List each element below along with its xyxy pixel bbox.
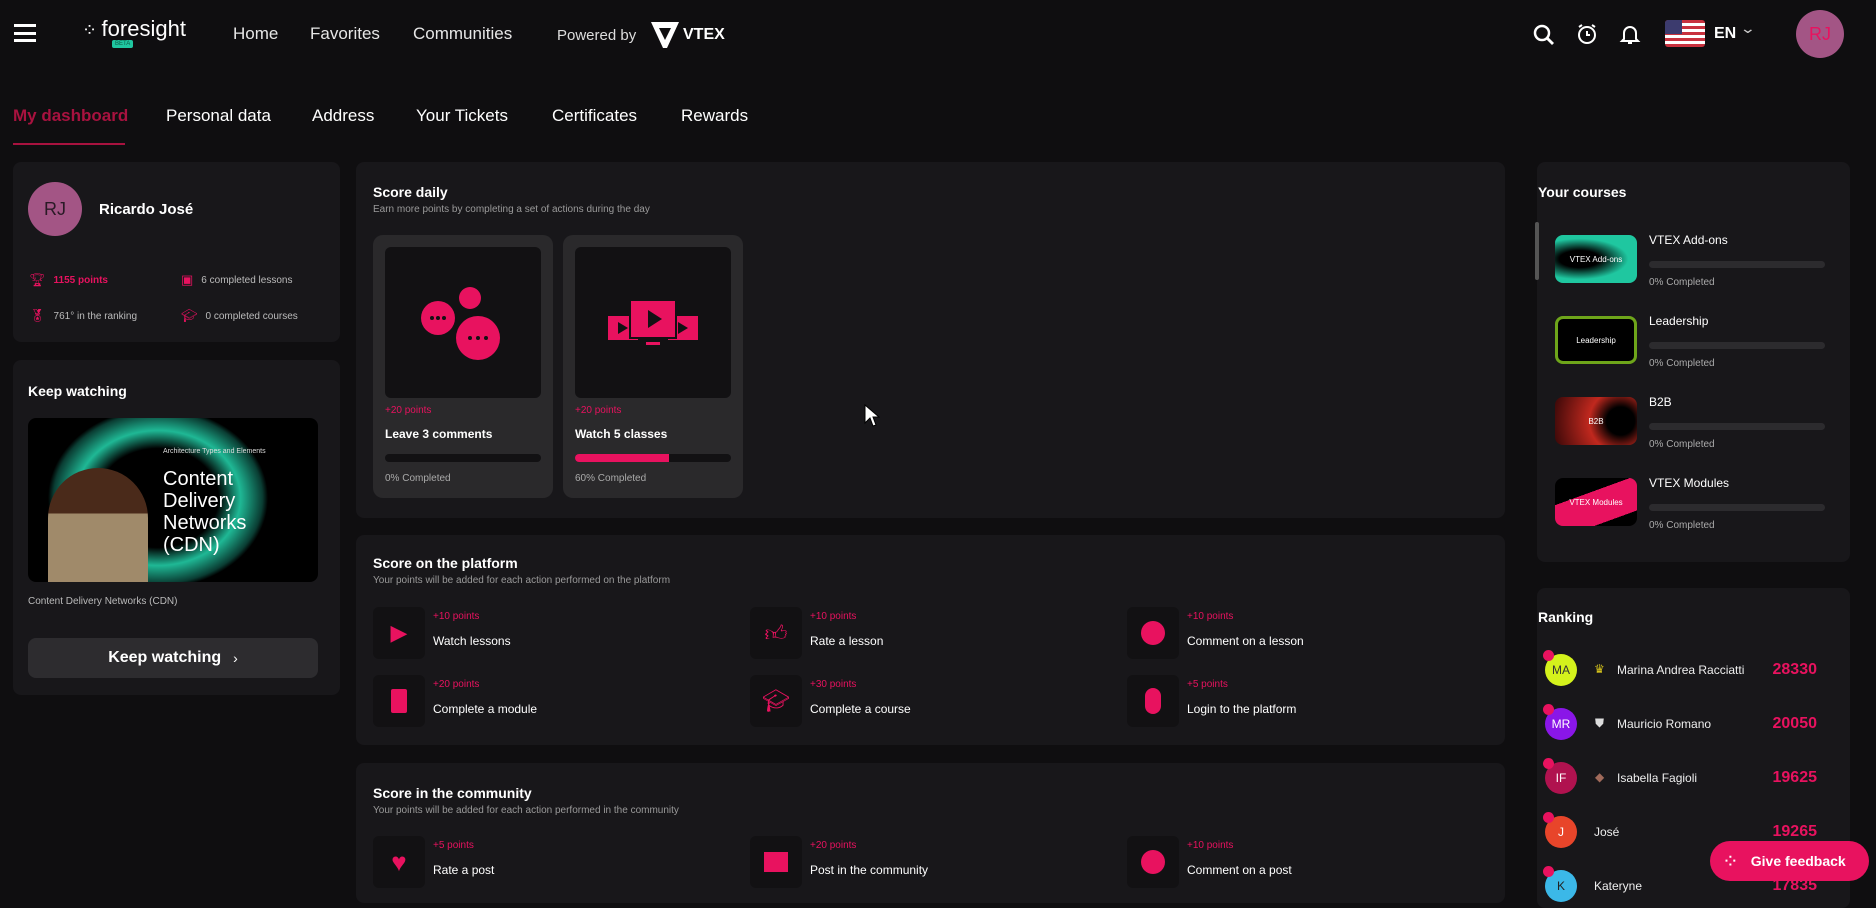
ranking-row: MA ♛ Marina Andrea Racciatti 28330 — [1537, 650, 1847, 690]
diamond-icon: ◆ — [1595, 770, 1605, 784]
profile-name: Ricardo José — [99, 201, 194, 218]
comments-icon — [421, 286, 500, 360]
progress-bar — [1649, 261, 1825, 268]
score-platform-section: Score on the platform Your points will b… — [356, 535, 1505, 745]
give-feedback-button[interactable]: ⁘ Give feedback — [1710, 841, 1869, 881]
presenter-image — [48, 468, 148, 582]
keep-watching-button[interactable]: Keep watching › — [28, 638, 318, 678]
tab-personal-data[interactable]: Personal data — [166, 106, 271, 125]
daily-task-card[interactable]: +20 points Leave 3 comments 0% Completed — [373, 235, 553, 498]
nav-home[interactable]: Home — [233, 24, 279, 43]
alarm-icon[interactable] — [1576, 23, 1598, 45]
heart-icon: ♥ — [373, 836, 425, 888]
progress-bar — [385, 454, 541, 462]
thumbs-up-icon: 👍︎ — [750, 607, 802, 659]
active-tab-underline — [13, 143, 125, 145]
action-post-community: +20 points Post in the community — [750, 836, 1110, 888]
course-item[interactable]: VTEX Modules VTEX Modules 0% Completed — [1537, 476, 1847, 548]
chevron-right-icon: › — [233, 650, 238, 666]
graduate-icon: 🎓︎ — [750, 675, 802, 727]
bell-icon[interactable] — [1619, 23, 1641, 45]
action-rate-post: ♥ +5 points Rate a post — [373, 836, 733, 888]
powered-by: Powered by — [557, 27, 637, 44]
lesson-icon: ▣ — [181, 272, 194, 287]
course-item[interactable]: B2B B2B 0% Completed — [1537, 395, 1847, 467]
chevron-down-icon[interactable]: ⌄ — [1739, 20, 1757, 36]
profile-card: RJ Ricardo José 🏆︎ 1155 points ▣ 6 complet… — [13, 162, 340, 342]
action-complete-module: +20 points Complete a module — [373, 675, 733, 727]
action-rate-lesson: 👍︎ +10 points Rate a lesson — [750, 607, 1110, 659]
graduation-cap-icon: 🎓︎ — [181, 308, 198, 323]
medal-icon: 🏅︎ — [29, 308, 46, 323]
progress-bar — [1649, 423, 1825, 430]
post-icon — [750, 836, 802, 888]
action-comment-post: +10 points Comment on a post — [1127, 836, 1487, 888]
book-icon — [373, 675, 425, 727]
tab-certificates[interactable]: Certificates — [552, 106, 638, 125]
language-selector[interactable]: EN — [1714, 25, 1737, 42]
tab-my-dashboard[interactable]: My dashboard — [13, 106, 129, 125]
shield-icon: ⛊ — [1595, 716, 1605, 730]
your-courses-card: Your courses VTEX Add-ons VTEX Add-ons 0% … — [1535, 162, 1850, 562]
video-title: Content Delivery Networks (CDN) — [28, 596, 178, 607]
tab-your-tickets[interactable]: Your Tickets — [416, 106, 508, 125]
progress-bar — [575, 454, 731, 462]
tab-address[interactable]: Address — [312, 106, 375, 125]
tab-rewards[interactable]: Rewards — [681, 106, 749, 125]
monitor-play-icon: ▶︎ — [373, 607, 425, 659]
nav-communities[interactable]: Communities — [413, 24, 513, 43]
crown-icon: ♛ — [1594, 662, 1605, 676]
action-complete-course: 🎓︎ +30 points Complete a course — [750, 675, 1110, 727]
us-flag-icon[interactable] — [1665, 20, 1705, 47]
logo[interactable]: ⁘ foresight BETA — [82, 16, 186, 48]
ranking-row: J José 19265 — [1537, 812, 1847, 852]
action-login: +5 points Login to the platform — [1127, 675, 1487, 727]
scrollbar[interactable] — [1535, 222, 1539, 280]
beta-badge: BETA — [112, 40, 134, 48]
mouse-icon — [1127, 675, 1179, 727]
menu-icon[interactable] — [14, 24, 36, 42]
nav-favorites[interactable]: Favorites — [310, 24, 380, 43]
ranking-row: IF ◆ Isabella Fagioli 19625 — [1537, 758, 1847, 798]
course-item[interactable]: Leadership Leadership 0% Completed — [1537, 314, 1847, 386]
course-item[interactable]: VTEX Add-ons VTEX Add-ons 0% Completed — [1537, 233, 1847, 305]
mouse-cursor-icon — [864, 404, 880, 427]
profile-avatar: RJ — [28, 182, 82, 236]
keep-watching-card: Keep watching Architecture Types and Ele… — [13, 360, 340, 695]
progress-bar — [1649, 504, 1825, 511]
video-classes-icon — [608, 298, 698, 345]
video-thumbnail[interactable]: Architecture Types and Elements Content … — [28, 418, 318, 582]
logo-dots-icon: ⁘ — [82, 20, 98, 40]
action-watch-lessons: ▶︎ +10 points Watch lessons — [373, 607, 733, 659]
score-community-section: Score in the community Your points will … — [356, 763, 1505, 903]
progress-bar — [1649, 342, 1825, 349]
action-comment-lesson: +10 points Comment on a lesson — [1127, 607, 1487, 659]
comment-icon — [1127, 836, 1179, 888]
feedback-dots-icon: ⁘ — [1722, 850, 1739, 873]
daily-task-card[interactable]: +20 points Watch 5 classes 60% Completed — [563, 235, 743, 498]
vtex-logo: VTEX — [651, 22, 725, 48]
trophy-icon: 🏆︎ — [29, 272, 46, 287]
comment-icon — [1127, 607, 1179, 659]
ranking-row: MR ⛊ Mauricio Romano 20050 — [1537, 704, 1847, 744]
avatar[interactable]: RJ — [1796, 10, 1844, 58]
search-icon[interactable] — [1533, 24, 1555, 46]
